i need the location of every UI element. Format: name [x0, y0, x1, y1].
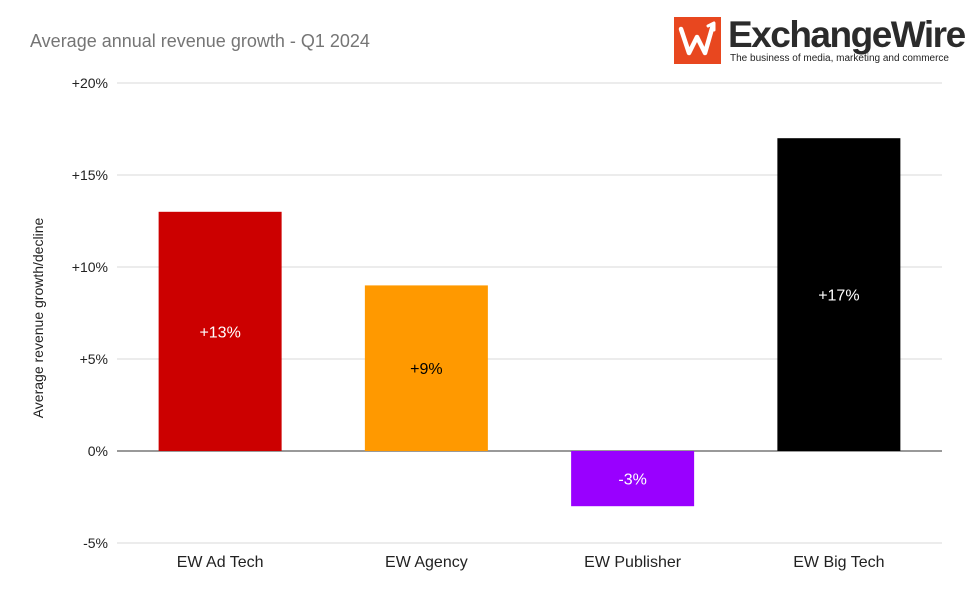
- exchangewire-logo: ExchangeWire The business of media, mark…: [674, 14, 966, 67]
- bars: [158, 138, 901, 507]
- bar-ew-ad-tech: [158, 211, 282, 451]
- logo-tagline: The business of media, marketing and com…: [730, 53, 949, 64]
- x-tick-labels: EW Ad Tech EW Agency EW Publisher EW Big Te…: [177, 554, 885, 571]
- y-tick-labels: +20% +15% +10% +5% 0% -5%: [72, 75, 108, 551]
- y-tick-label: +15%: [72, 167, 108, 183]
- y-tick-label: -5%: [83, 535, 108, 551]
- y-tick-label: 0%: [88, 443, 108, 459]
- x-tick-label: EW Big Tech: [793, 554, 884, 571]
- data-label: +17%: [818, 288, 859, 305]
- x-tick-label: EW Publisher: [584, 554, 682, 571]
- bar-ew-agency: [364, 285, 488, 451]
- exchangewire-w-icon: [674, 17, 721, 64]
- data-labels: +13% +9% -3% +17%: [199, 288, 859, 489]
- chart-title: Average annual revenue growth - Q1 2024: [30, 31, 370, 51]
- data-label: +13%: [199, 324, 240, 341]
- data-label: -3%: [618, 472, 646, 489]
- y-tick-label: +20%: [72, 75, 108, 91]
- y-tick-label: +10%: [72, 259, 108, 275]
- logo-wordmark: ExchangeWire: [728, 14, 966, 55]
- x-tick-label: EW Agency: [385, 554, 468, 571]
- data-label: +9%: [410, 361, 442, 378]
- bar-ew-publisher: [571, 451, 695, 507]
- bar-ew-big-tech: [777, 138, 901, 451]
- y-tick-label: +5%: [80, 351, 108, 367]
- x-tick-label: EW Ad Tech: [177, 554, 264, 571]
